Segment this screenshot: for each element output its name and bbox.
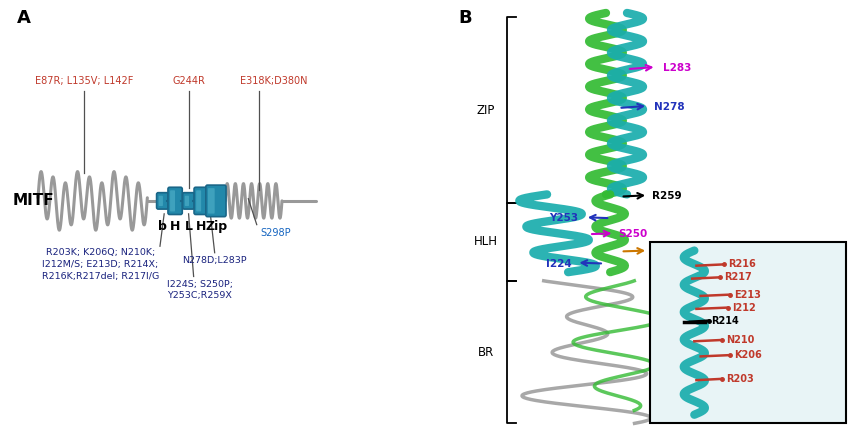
Text: K206: K206 [734,350,762,360]
Text: I224S; S250P;: I224S; S250P; [167,280,233,289]
Text: L283: L283 [663,63,691,73]
Text: ZIP: ZIP [477,104,496,117]
FancyBboxPatch shape [170,190,175,211]
FancyBboxPatch shape [184,196,189,206]
Text: R216K;R217del; R217I/G: R216K;R217del; R217I/G [42,272,159,281]
Text: S250: S250 [619,229,648,239]
Text: R217: R217 [723,272,751,283]
Text: I212: I212 [732,302,756,313]
Text: I224: I224 [546,258,571,269]
Text: BR: BR [478,346,494,359]
FancyBboxPatch shape [196,190,201,211]
FancyBboxPatch shape [159,196,163,206]
FancyBboxPatch shape [206,185,226,216]
Text: B: B [459,9,473,27]
Text: Zip: Zip [206,220,228,233]
Text: H: H [170,220,180,233]
Text: Y253: Y253 [549,213,579,223]
Bar [650,242,846,423]
FancyBboxPatch shape [183,193,195,209]
Text: G244: G244 [652,246,683,257]
Text: E87R; L135V; L142F: E87R; L135V; L142F [35,76,133,86]
Text: N278: N278 [654,102,685,112]
Text: R259: R259 [652,191,682,201]
Text: L: L [184,220,193,233]
Text: R203: R203 [726,374,754,384]
Text: S298P: S298P [260,228,291,238]
Text: H: H [196,220,207,233]
FancyBboxPatch shape [194,187,208,214]
Text: G244R: G244R [173,76,205,86]
Text: E318K;D380N: E318K;D380N [240,76,308,86]
Text: N210: N210 [726,335,754,345]
FancyBboxPatch shape [208,188,215,213]
Text: MITF: MITF [13,194,54,208]
FancyBboxPatch shape [156,193,168,209]
Text: HLH: HLH [474,235,498,248]
FancyBboxPatch shape [168,187,182,214]
Text: A: A [17,9,31,27]
Text: R203K; K206Q; N210K;: R203K; K206Q; N210K; [46,248,155,257]
Text: R216: R216 [728,259,756,270]
Text: b: b [158,220,167,233]
Text: I212M/S; E213D; R214X;: I212M/S; E213D; R214X; [42,260,158,269]
Text: N278D;L283P: N278D;L283P [183,256,247,265]
Text: Y253C;R259X: Y253C;R259X [167,291,232,300]
Text: E213: E213 [734,289,761,300]
Text: R214: R214 [711,315,739,326]
